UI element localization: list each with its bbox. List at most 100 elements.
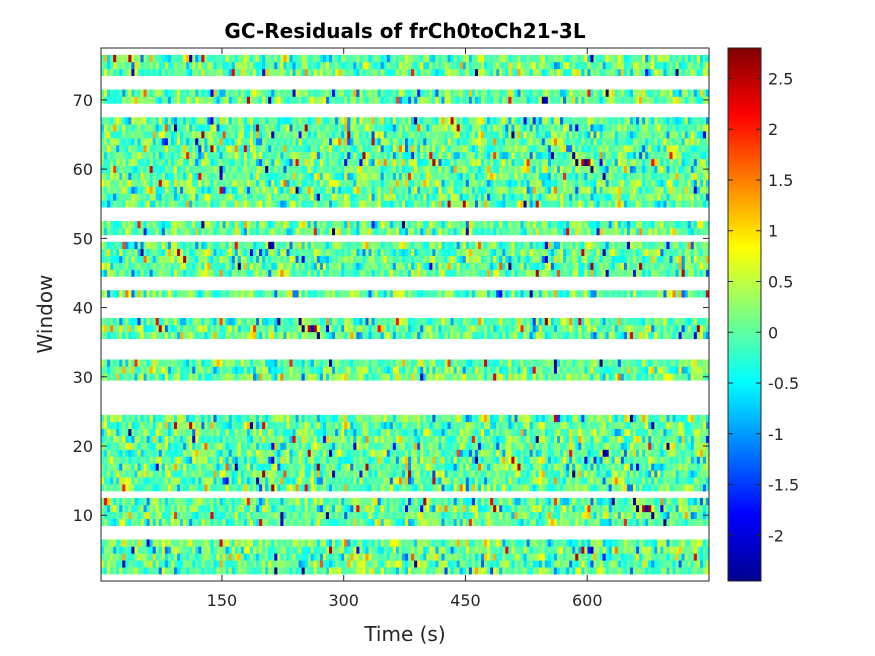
heatmap-cell: [161, 456, 166, 464]
heatmap-cell: [636, 497, 640, 506]
heatmap-cell: [167, 518, 172, 526]
heatmap-cell: [490, 504, 494, 513]
heatmap-cell: [280, 414, 284, 423]
heatmap-cell: [633, 359, 637, 367]
heatmap-cell: [228, 435, 233, 443]
heatmap-cell: [456, 414, 461, 423]
heatmap-cell: [177, 546, 181, 554]
heatmap-cell: [432, 442, 436, 450]
heatmap-cell: [639, 553, 643, 561]
heatmap-cell: [201, 435, 205, 443]
heatmap-cell: [204, 567, 208, 575]
heatmap-cell: [493, 553, 497, 561]
heatmap-cell: [365, 463, 369, 471]
heatmap-cell: [450, 442, 454, 450]
heatmap-cell: [338, 484, 342, 492]
heatmap-cell: [429, 518, 433, 526]
heatmap-cell: [301, 504, 306, 513]
heatmap-cell: [386, 324, 391, 333]
heatmap-cell: [271, 373, 275, 381]
heatmap-cell: [474, 511, 479, 520]
heatmap-cell: [687, 331, 692, 340]
heatmap-cell: [602, 477, 606, 485]
heatmap-cell: [620, 546, 625, 554]
heatmap-cell: [502, 414, 506, 423]
heatmap-cell: [526, 477, 530, 485]
heatmap-cell: [359, 518, 363, 526]
heatmap-cell: [322, 511, 327, 520]
heatmap-cell: [611, 518, 616, 526]
heatmap-cell: [569, 373, 573, 381]
heatmap-cell: [602, 470, 606, 478]
heatmap-cell: [225, 484, 230, 492]
heatmap-cell: [690, 484, 695, 492]
heatmap-cell: [177, 560, 181, 568]
heatmap-cell: [453, 442, 458, 450]
heatmap-cell: [167, 366, 172, 374]
heatmap-cell: [286, 435, 290, 443]
heatmap-cell: [508, 484, 512, 492]
heatmap-cell: [149, 539, 154, 547]
heatmap-cell: [268, 331, 272, 340]
heatmap-cell: [550, 518, 555, 526]
heatmap-cell: [575, 373, 579, 381]
heatmap-cell: [307, 477, 312, 485]
heatmap-cell: [371, 553, 375, 561]
heatmap-cell: [104, 539, 108, 547]
heatmap-cell: [529, 511, 534, 520]
heatmap-cell: [438, 324, 442, 333]
heatmap-cell: [183, 366, 187, 374]
heatmap-cell: [666, 477, 670, 485]
heatmap-cell: [143, 463, 147, 471]
heatmap-cell: [690, 449, 695, 457]
heatmap-cell: [660, 442, 664, 450]
heatmap-cell: [110, 442, 114, 450]
heatmap-cell: [128, 470, 132, 478]
heatmap-cell: [547, 504, 552, 513]
heatmap-cell: [675, 435, 679, 443]
heatmap-cell: [654, 373, 658, 381]
heatmap-cell: [569, 456, 573, 464]
heatmap-cell: [590, 504, 594, 513]
heatmap-cell: [611, 484, 616, 492]
heatmap-cell: [663, 470, 667, 478]
heatmap-cell: [493, 324, 497, 333]
heatmap-cell: [253, 511, 257, 520]
heatmap-cell: [590, 359, 594, 367]
heatmap-cell: [468, 331, 473, 340]
heatmap-cell: [669, 470, 673, 478]
heatmap-cell: [705, 518, 710, 526]
heatmap-cell: [222, 373, 226, 381]
heatmap-cell: [161, 449, 166, 457]
heatmap-cell: [441, 504, 445, 513]
heatmap-cell: [441, 331, 445, 340]
heatmap-cell: [672, 553, 676, 561]
heatmap-cell: [477, 463, 482, 471]
heatmap-cell: [678, 484, 682, 492]
heatmap-cell: [104, 435, 108, 443]
heatmap-cell: [450, 560, 454, 568]
heatmap-cell: [599, 511, 603, 520]
heatmap-cell: [538, 484, 543, 492]
heatmap-cell: [663, 456, 667, 464]
heatmap-cell: [249, 331, 254, 340]
heatmap-cell: [177, 442, 181, 450]
heatmap-cell: [222, 546, 226, 554]
heatmap-cell: [529, 442, 534, 450]
heatmap-cell: [392, 463, 397, 471]
heatmap-cell: [532, 435, 537, 443]
heatmap-cell: [696, 442, 701, 450]
heatmap-cell: [152, 324, 157, 333]
heatmap-cell: [654, 456, 658, 464]
heatmap-cell: [201, 553, 205, 561]
heatmap-cell: [496, 449, 500, 457]
heatmap-cell: [696, 435, 701, 443]
heatmap-cell: [237, 484, 242, 492]
heatmap-cell: [170, 442, 175, 450]
heatmap-cell: [262, 442, 266, 450]
heatmap-cell: [651, 539, 655, 547]
heatmap-cell: [231, 373, 236, 381]
heatmap-cell: [426, 477, 430, 485]
heatmap-cell: [371, 421, 375, 430]
heatmap-cell: [563, 414, 567, 423]
